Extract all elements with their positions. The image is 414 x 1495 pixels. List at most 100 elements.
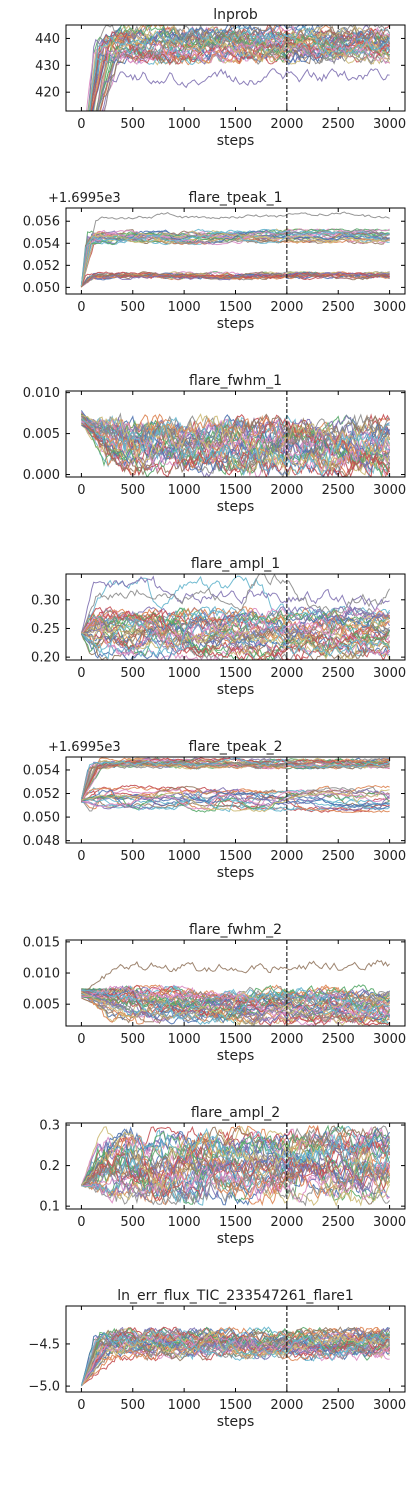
x-tick-label: 500 [120, 1398, 145, 1413]
y-tick-label: 0.30 [31, 593, 60, 608]
x-axis-label: steps [217, 865, 255, 881]
x-tick-label: 1500 [219, 117, 252, 132]
walker-trace [81, 1127, 390, 1206]
x-tick-label: 2500 [322, 666, 355, 681]
y-tick-label: 0.054 [23, 237, 60, 252]
x-tick-label: 0 [77, 300, 85, 315]
x-tick-label: 2000 [270, 483, 303, 498]
panel-title: flare_fwhm_1 [189, 373, 282, 389]
walker-trace [80, 1330, 390, 1386]
y-tick-label: 0.052 [23, 259, 60, 274]
walker-trace [81, 608, 390, 653]
walker-trace [80, 1328, 390, 1386]
x-tick-label: 1500 [219, 483, 252, 498]
x-tick-label: 3000 [373, 1215, 406, 1230]
walker-trace [81, 417, 390, 477]
x-tick-label: 1000 [168, 1215, 201, 1230]
walker-trace [90, 32, 390, 111]
walker-trace [81, 985, 390, 1018]
panel-5: flare_tpeak_2 +1.6995e3 0 500 1000 1500 2000 25… [23, 739, 406, 881]
walker-trace [81, 990, 390, 1026]
x-tick-label: 1000 [168, 666, 201, 681]
walker-trace [88, 26, 391, 111]
y-tick-label: 0.010 [23, 967, 60, 982]
y-tick-label: 0.010 [23, 386, 60, 401]
panel-3: flare_fwhm_1 0 500 1000 1500 2000 2500 3000 0.00… [23, 373, 406, 515]
x-tick-label: 1500 [219, 666, 252, 681]
x-axis-label: steps [217, 682, 255, 698]
y-tick-label: 0.3 [39, 1119, 60, 1134]
y-tick-label: 0.050 [23, 811, 60, 826]
x-axis-label: steps [217, 1048, 255, 1064]
walker-trace [89, 26, 391, 111]
y-tick-label: 0.005 [23, 998, 60, 1013]
panel-2: flare_tpeak_1 +1.6995e3 0 500 1000 1500 2000 25… [23, 190, 406, 332]
walker-trace [80, 1140, 391, 1200]
walker-trace [80, 1131, 391, 1203]
y-tick-label: 0.054 [23, 763, 60, 778]
x-tick-label: 3000 [373, 300, 406, 315]
x-axis-label: steps [217, 1414, 255, 1430]
x-tick-label: 2500 [322, 483, 355, 498]
x-tick-label: 0 [77, 1215, 85, 1230]
walker-trace [81, 606, 391, 660]
y-tick-label: 0.015 [23, 935, 60, 950]
walker-trace [81, 620, 390, 659]
x-axis-label: steps [217, 1231, 255, 1247]
walker-trace [80, 608, 391, 658]
x-tick-label: 2500 [322, 1032, 355, 1047]
x-tick-label: 2000 [270, 117, 303, 132]
walker-trace [90, 31, 390, 111]
x-tick-label: 3000 [373, 1398, 406, 1413]
walker-trace [81, 788, 390, 812]
walker-trace [80, 228, 390, 288]
x-tick-label: 1500 [219, 1032, 252, 1047]
walker-trace [81, 271, 390, 287]
x-tick-label: 2500 [322, 1398, 355, 1413]
x-tick-label: 2500 [322, 117, 355, 132]
x-tick-label: 500 [120, 1215, 145, 1230]
y-tick-label: 0.048 [23, 834, 60, 849]
walker-trace [80, 229, 390, 287]
walker-trace [81, 1160, 391, 1204]
walker-trace [81, 789, 390, 810]
x-tick-label: 1500 [219, 1215, 252, 1230]
panel-title: lnprob [213, 7, 258, 23]
walker-trace [81, 959, 390, 995]
x-tick-label: 1500 [219, 300, 252, 315]
y-tick-label: 420 [35, 86, 60, 101]
walker-trace [81, 790, 390, 813]
walker-trace [80, 230, 390, 286]
walker-trace [81, 615, 390, 660]
x-tick-label: 1500 [219, 849, 252, 864]
offset-label: +1.6995e3 [48, 740, 121, 755]
panel-title: flare_ampl_2 [191, 1105, 280, 1121]
walker-trace [81, 784, 390, 813]
walker-trace [81, 985, 390, 1018]
walker-traces [80, 1124, 391, 1207]
x-tick-label: 500 [120, 666, 145, 681]
x-tick-label: 0 [77, 483, 85, 498]
walker-trace [102, 39, 391, 111]
x-tick-label: 3000 [373, 117, 406, 132]
panel-8: ln_err_flux_TIC_233547261_flare1 0 500 1000… [28, 1288, 406, 1430]
x-tick-label: 2000 [270, 1032, 303, 1047]
y-tick-label: 0.1 [39, 1200, 60, 1215]
x-tick-label: 3000 [373, 483, 406, 498]
x-tick-label: 3000 [373, 849, 406, 864]
walker-trace [81, 991, 391, 1025]
walker-trace [81, 414, 391, 477]
walker-trace [81, 1129, 391, 1206]
walker-traces [80, 410, 391, 477]
walker-trace [80, 211, 390, 286]
walker-trace [80, 1326, 390, 1386]
x-tick-label: 2500 [322, 849, 355, 864]
axes-frame [65, 756, 406, 844]
x-tick-label: 500 [120, 849, 145, 864]
walker-trace [81, 1326, 391, 1386]
walker-trace [81, 606, 391, 657]
walker-trace [80, 575, 390, 634]
y-tick-label: 0.2 [39, 1159, 60, 1174]
y-tick-label: −4.5 [28, 1337, 60, 1352]
